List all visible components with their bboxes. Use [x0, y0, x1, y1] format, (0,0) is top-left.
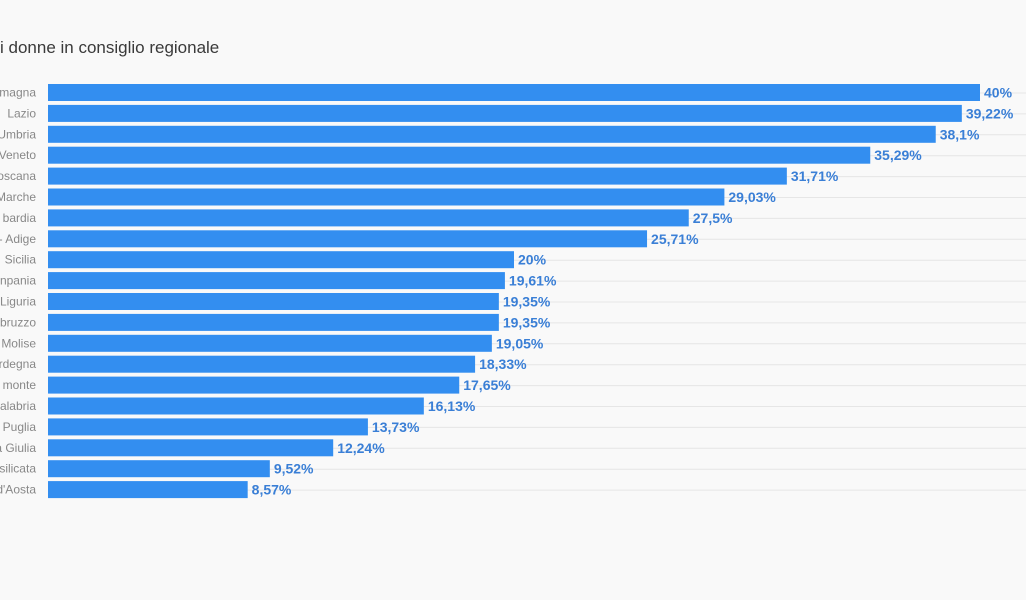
bar-10 — [48, 293, 499, 310]
bar-11 — [48, 313, 499, 331]
bar-13 — [48, 355, 476, 373]
category-label: oscana — [0, 169, 36, 183]
category-label: magna — [0, 86, 36, 100]
value-label: 27,5% — [693, 210, 733, 226]
bar-12 — [48, 334, 492, 352]
category-labels: magna Lazio Umbria Veneto oscana Marche bardia… — [0, 86, 36, 497]
value-label: 39,22% — [966, 105, 1014, 121]
bar-6 — [48, 209, 689, 227]
value-labels: 40% 39,22% 38,1% 35,29% 31,71% 29,03% 27,5% 25,… — [252, 85, 1014, 498]
value-label: 9,52% — [274, 461, 314, 477]
value-label: 20% — [518, 252, 547, 268]
bar-2 — [48, 125, 936, 143]
category-label: Marche — [0, 190, 36, 204]
value-label: 31,71% — [791, 168, 839, 184]
value-label: 38,1% — [940, 126, 980, 142]
category-label: alabria — [0, 399, 36, 413]
bar-0 — [48, 84, 980, 101]
category-label: Molise — [1, 336, 36, 350]
category-label: d'Aosta — [0, 483, 36, 497]
value-label: 13,73% — [372, 419, 420, 435]
bar-19 — [48, 481, 248, 499]
value-label: 29,03% — [728, 189, 776, 205]
bar-18 — [48, 460, 270, 478]
value-label: 16,13% — [428, 398, 476, 414]
value-label: 19,61% — [509, 273, 557, 289]
category-label: Liguria — [0, 295, 36, 309]
value-label: 19,05% — [496, 335, 544, 351]
bar-1 — [48, 104, 962, 122]
category-label: monte — [3, 378, 37, 392]
value-label: 18,33% — [479, 356, 527, 372]
value-label: 40% — [984, 85, 1013, 101]
category-label: Sicilia — [5, 253, 37, 267]
bar-16 — [48, 418, 368, 436]
bar-8 — [48, 251, 514, 269]
category-label: a Giulia — [0, 441, 36, 455]
category-label: bruzzo — [0, 315, 36, 329]
category-label: npania — [0, 274, 36, 288]
bar-14 — [48, 376, 460, 394]
value-label: 12,24% — [337, 440, 385, 456]
bar-4 — [48, 167, 787, 185]
category-label: bardia — [3, 211, 37, 225]
value-label: 8,57% — [252, 482, 292, 498]
value-label: 19,35% — [503, 314, 551, 330]
chart-title: i donne in consiglio regionale — [0, 38, 219, 57]
value-label: 35,29% — [874, 147, 922, 163]
category-label: rdegna — [0, 357, 36, 371]
category-label: Veneto — [0, 148, 36, 162]
category-label: silicata — [0, 462, 36, 476]
category-label: Puglia — [3, 420, 37, 434]
bar-7 — [48, 230, 648, 248]
value-label: 19,35% — [503, 294, 551, 310]
bar-3 — [48, 146, 871, 164]
bar-9 — [48, 272, 505, 290]
bars — [48, 84, 980, 499]
value-label: 25,71% — [651, 231, 699, 247]
bar-5 — [48, 188, 725, 206]
category-label: Umbria — [0, 127, 36, 141]
value-label: 17,65% — [463, 377, 511, 393]
category-label: - Adige — [0, 232, 36, 246]
bar-15 — [48, 397, 424, 415]
category-label: Lazio — [7, 106, 36, 120]
bar-17 — [48, 439, 334, 457]
